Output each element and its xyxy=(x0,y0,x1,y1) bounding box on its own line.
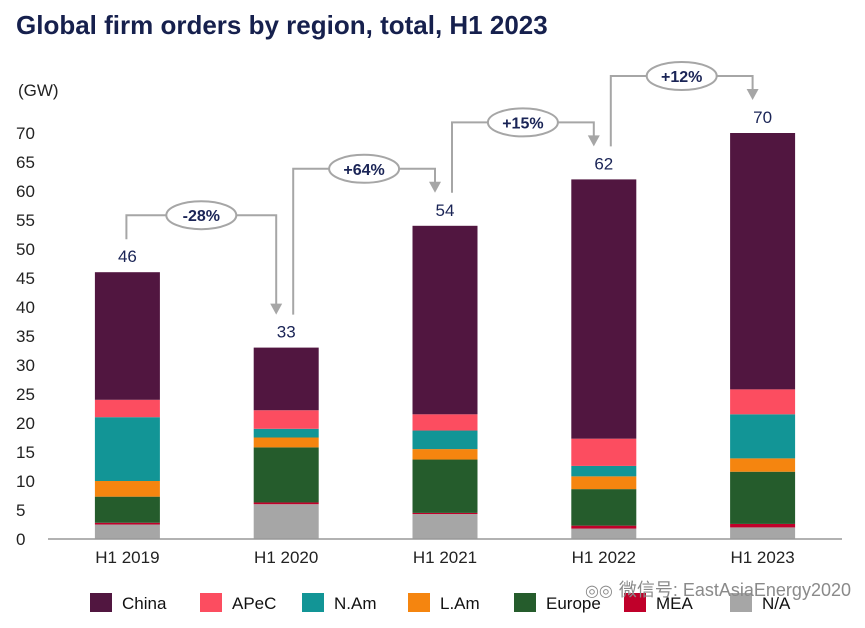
bar-total-label: 33 xyxy=(277,323,296,342)
y-tick-label: 45 xyxy=(16,269,35,288)
bar-segment-china xyxy=(253,347,319,411)
legend-label: APeC xyxy=(232,594,276,613)
bar-segment-lam xyxy=(412,449,478,460)
bar-segment-na xyxy=(571,528,637,539)
y-tick-label: 60 xyxy=(16,182,35,201)
legend-label: China xyxy=(122,594,167,613)
change-label: +64% xyxy=(343,162,384,179)
bar-segment-nam xyxy=(253,428,319,438)
x-tick-label: H1 2023 xyxy=(730,548,794,567)
y-tick-label: 70 xyxy=(16,124,35,143)
legend-label: N.Am xyxy=(334,594,377,613)
bar-segment-apec xyxy=(412,414,478,431)
bar-segment-apec xyxy=(94,399,160,418)
bar-segment-europe xyxy=(253,447,319,503)
y-axis-unit-label: (GW) xyxy=(18,81,59,100)
bar-total-label: 62 xyxy=(594,154,613,173)
bar-segment-mea xyxy=(730,523,796,528)
bar-segment-apec xyxy=(571,438,637,466)
bar-segment-mea xyxy=(571,525,637,529)
y-tick-label: 5 xyxy=(16,501,25,520)
y-tick-label: 35 xyxy=(16,327,35,346)
bar-series xyxy=(94,133,796,539)
bar-segment-nam xyxy=(94,417,160,481)
x-tick-label: H1 2022 xyxy=(572,548,636,567)
watermark: ◎◎ 微信号: EastAsiaEnergy2020 xyxy=(585,576,851,602)
change-annotations: -28% +64% +15% +12% xyxy=(125,61,759,315)
y-tick-label: 30 xyxy=(16,356,35,375)
bar-segment-europe xyxy=(94,496,160,523)
y-tick-label: 55 xyxy=(16,211,35,230)
y-tick-label: 10 xyxy=(16,472,35,491)
change-badge xyxy=(645,61,718,91)
y-tick-label: 0 xyxy=(16,530,25,549)
arrow-head-icon xyxy=(270,303,283,315)
bar-segment-mea xyxy=(412,512,478,515)
bar-segment-lam xyxy=(94,481,160,497)
bar-segment-apec xyxy=(730,389,796,415)
x-tick-label: H1 2019 xyxy=(95,548,159,567)
watermark-text: 微信号: EastAsiaEnergy2020 xyxy=(618,580,851,600)
y-tick-label: 25 xyxy=(16,385,35,404)
legend: China APeC N.Am L.Am Europe MEA N/A xyxy=(90,593,791,613)
legend-label: MEA xyxy=(656,594,694,613)
wechat-icon: ◎◎ xyxy=(584,583,613,600)
arrow-head-icon xyxy=(746,89,759,100)
bar-segment-na xyxy=(412,514,478,539)
bar-segment-china xyxy=(730,133,796,390)
change-label: +12% xyxy=(661,69,702,86)
legend-label: N/A xyxy=(762,594,791,613)
bar-segment-mea xyxy=(94,522,160,525)
change-label: -28% xyxy=(183,208,220,225)
arrow-head-icon xyxy=(429,181,441,193)
y-tick-label: 20 xyxy=(16,414,35,433)
y-tick-label: 65 xyxy=(16,153,35,172)
bar-segment-lam xyxy=(253,437,319,448)
legend-swatch xyxy=(514,593,536,612)
bar-segment-apec xyxy=(253,410,319,429)
change-badge xyxy=(328,153,401,184)
legend-swatch xyxy=(90,593,112,612)
bar-segment-nam xyxy=(730,414,796,459)
y-axis-ticks: 0 5 10 15 20 25 30 35 40 45 50 55 60 65 70 xyxy=(16,124,35,549)
bar-total-label: 54 xyxy=(436,201,455,220)
change-label: +15% xyxy=(502,115,543,132)
x-axis-ticks: H1 2019 H1 2020 H1 2021 H1 2022 H1 2023 xyxy=(95,548,794,567)
legend-label: Europe xyxy=(546,594,601,613)
y-tick-label: 15 xyxy=(16,443,35,462)
bar-segment-nam xyxy=(571,465,637,477)
y-tick-label: 40 xyxy=(16,298,35,317)
bar-total-label: 46 xyxy=(118,247,137,266)
legend-swatch xyxy=(408,593,430,612)
change-badge xyxy=(486,107,559,138)
legend-swatch xyxy=(624,593,646,612)
legend-label: L.Am xyxy=(440,594,480,613)
y-tick-label: 50 xyxy=(16,240,35,259)
arrow-head-icon xyxy=(587,135,600,147)
bar-segment-europe xyxy=(571,489,637,526)
x-tick-label: H1 2020 xyxy=(254,548,318,567)
chart-title: Global firm orders by region, total, H1 … xyxy=(16,10,548,40)
legend-swatch xyxy=(730,593,752,612)
bar-segment-china xyxy=(94,272,160,400)
bar-segment-china xyxy=(571,179,637,439)
bar-segment-europe xyxy=(412,459,478,513)
bar-segment-europe xyxy=(730,471,796,524)
bar-segment-china xyxy=(412,225,478,415)
bar-segment-lam xyxy=(571,476,637,490)
bar-segment-nam xyxy=(412,430,478,450)
bar-total-label: 70 xyxy=(753,108,772,127)
legend-swatch xyxy=(302,593,324,612)
bar-total-labels: 46 33 54 62 70 xyxy=(118,108,772,342)
bar-segment-na xyxy=(730,527,796,539)
bar-segment-lam xyxy=(730,458,796,472)
change-badge xyxy=(165,200,238,231)
bar-segment-na xyxy=(253,504,319,539)
legend-swatch xyxy=(200,593,222,612)
bar-segment-mea xyxy=(253,502,319,505)
bar-segment-na xyxy=(94,524,160,539)
x-tick-label: H1 2021 xyxy=(413,548,477,567)
